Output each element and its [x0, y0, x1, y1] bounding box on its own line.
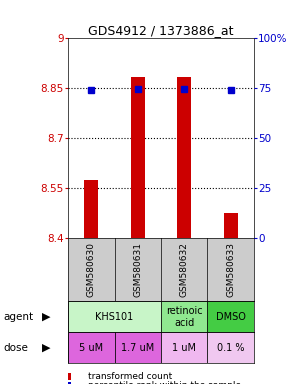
Text: 1 uM: 1 uM: [172, 343, 196, 353]
Text: ▶: ▶: [42, 343, 51, 353]
Bar: [131, 77, 145, 238]
Text: 0.1 %: 0.1 %: [217, 343, 244, 353]
Text: DMSO: DMSO: [215, 312, 246, 322]
Text: GSM580633: GSM580633: [226, 242, 235, 297]
Bar: [84, 180, 98, 238]
Title: GDS4912 / 1373886_at: GDS4912 / 1373886_at: [88, 24, 234, 37]
Text: 5 uM: 5 uM: [79, 343, 104, 353]
Bar: [224, 213, 238, 238]
Bar: [161, 301, 207, 332]
Text: retinoic
acid: retinoic acid: [166, 306, 202, 328]
Text: ▶: ▶: [42, 312, 51, 322]
Text: agent: agent: [3, 312, 33, 322]
Text: transformed count: transformed count: [88, 372, 173, 381]
Text: 1.7 uM: 1.7 uM: [121, 343, 154, 353]
Text: dose: dose: [3, 343, 28, 353]
Text: percentile rank within the sample: percentile rank within the sample: [88, 381, 242, 384]
Bar: [161, 332, 207, 363]
Bar: [177, 77, 191, 238]
Text: GSM580631: GSM580631: [133, 242, 142, 297]
Bar: [68, 301, 161, 332]
Bar: [115, 332, 161, 363]
Bar: [207, 332, 254, 363]
Text: GSM580630: GSM580630: [87, 242, 96, 297]
Bar: [207, 301, 254, 332]
Text: GSM580632: GSM580632: [180, 242, 189, 297]
Bar: [68, 332, 115, 363]
Text: KHS101: KHS101: [95, 312, 134, 322]
